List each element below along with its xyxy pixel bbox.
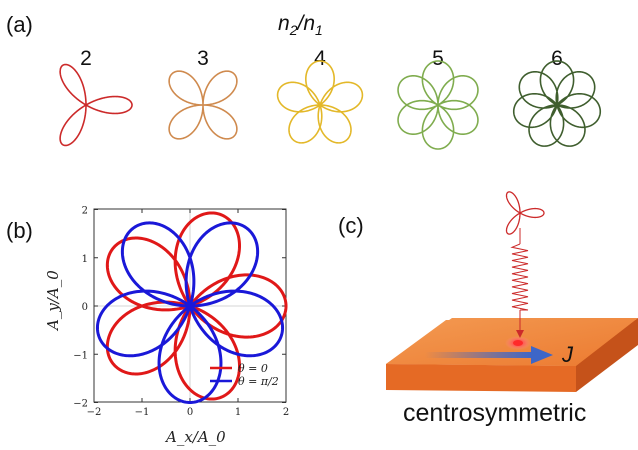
rose-curve-5 [397, 60, 479, 150]
beam-arrow-head [516, 330, 524, 338]
y-axis-label: A_y/A_0 [44, 270, 62, 332]
rose-curve-4 [276, 60, 364, 144]
legend-label-0: θ = 0 [238, 362, 268, 375]
current-arrow-head [531, 346, 553, 364]
title-slash: / [295, 12, 305, 35]
beam-oscillation [510, 243, 529, 311]
x-tick-label: −1 [135, 407, 150, 418]
x-tick-label: 0 [187, 407, 193, 418]
title-sub-1: 1 [315, 22, 323, 38]
y-tick-label: 0 [82, 302, 88, 313]
panel-a-label: (a) [6, 12, 33, 37]
current-label: J [561, 342, 574, 367]
ratio-label-6: 6 [551, 47, 563, 70]
rose-curve-6 [512, 60, 602, 147]
ratio-label-4: 4 [314, 47, 326, 70]
rose-curve-3 [168, 70, 238, 140]
panel-a-title: n2/n1 [278, 12, 323, 38]
title-sub-2: 2 [289, 22, 298, 38]
ratio-label-3: 3 [197, 47, 209, 70]
x-tick-label: −2 [87, 407, 102, 418]
y-tick-label: 1 [82, 254, 88, 265]
rose-curve-2 [59, 63, 133, 147]
panel-b: (b) −2 −1 0 1 2 2 1 0 −1 −2 A_x/A_0 A_y/A_0 θ = 0… [6, 206, 289, 447]
title-n1: n [303, 12, 315, 35]
ratio-label-2: 2 [80, 47, 92, 70]
x-tick-label: 2 [283, 407, 289, 418]
y-tick-label: −1 [73, 350, 88, 361]
panel-c: (c) J centrosymmetric [338, 191, 638, 427]
y-tick-label: 2 [82, 206, 88, 217]
current-arrow-body [425, 352, 533, 358]
ratio-label-5: 5 [432, 47, 444, 70]
legend: θ = 0 θ = π/2 [210, 362, 279, 388]
beam-polarization-icon [505, 191, 545, 235]
title-n2: n [278, 12, 290, 35]
material-label: centrosymmetric [403, 399, 586, 427]
laser-spot-core [513, 340, 523, 346]
curve-theta-pi-2 [95, 221, 285, 405]
panel-c-label: (c) [338, 213, 364, 238]
x-tick-label: 1 [235, 407, 241, 418]
y-tick-label: −2 [73, 399, 88, 410]
legend-label-1: θ = π/2 [238, 375, 279, 388]
panel-b-label: (b) [6, 218, 33, 243]
slab-front [386, 364, 576, 392]
x-axis-label: A_x/A_0 [164, 428, 226, 446]
slab-side [576, 318, 638, 392]
